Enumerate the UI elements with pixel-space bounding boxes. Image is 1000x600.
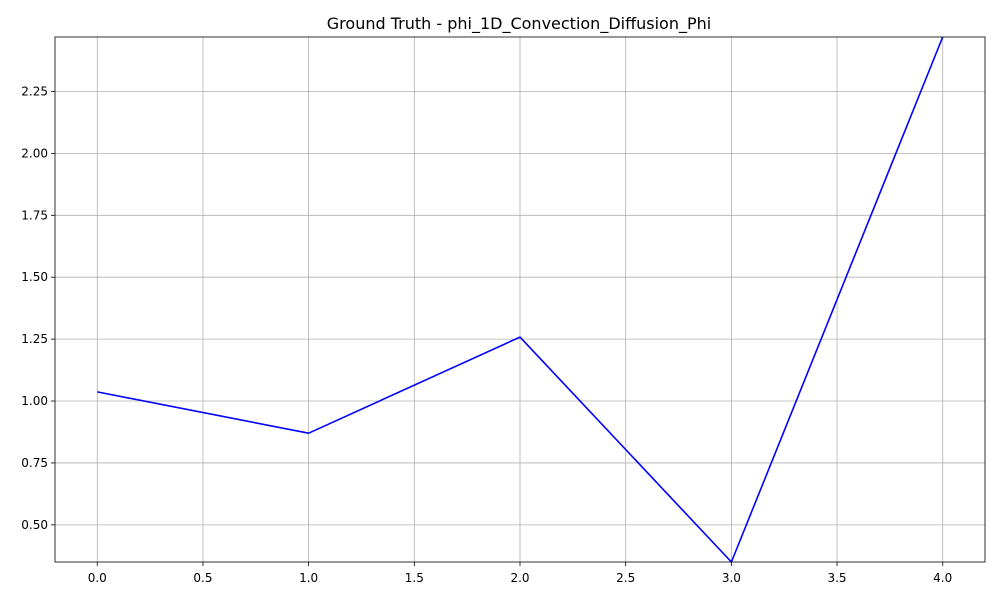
series-line [97,36,944,563]
y-tick-label: 2.00 [21,146,48,160]
x-tick-label: 3.5 [827,571,846,585]
y-tick-label: 0.75 [21,456,48,470]
y-tick-label: 1.50 [21,270,48,284]
y-tick-label: 1.25 [21,332,48,346]
x-tick-label: 1.5 [405,571,424,585]
chart-title: Ground Truth - phi_1D_Convection_Diffusi… [327,14,711,34]
y-tick-label: 2.25 [21,84,48,98]
grid-layer [55,37,985,562]
y-tick-label: 0.50 [21,518,48,532]
ticks-layer: 0.0 0.5 1.0 1.5 2.0 2.5 3.0 3.5 4.0 0.50 0.75 1.00 1… [21,84,952,585]
series-layer [97,36,944,563]
y-tick-label: 1.00 [21,394,48,408]
y-tick-label: 1.75 [21,208,48,222]
x-tick-label: 2.0 [510,571,529,585]
x-tick-label: 1.0 [299,571,318,585]
x-tick-label: 0.0 [88,571,107,585]
x-tick-label: 3.0 [722,571,741,585]
x-tick-label: 4.0 [933,571,952,585]
x-tick-label: 0.5 [193,571,212,585]
x-tick-label: 2.5 [616,571,635,585]
